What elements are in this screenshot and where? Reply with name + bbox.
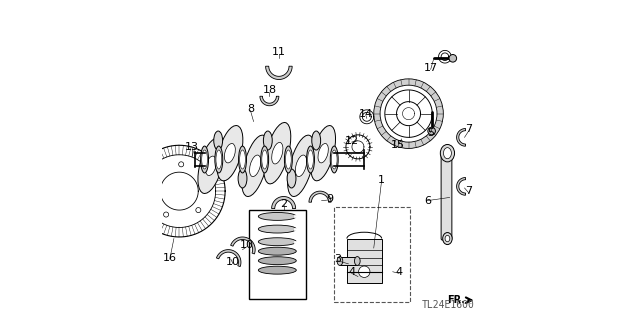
Text: 8: 8 <box>247 104 254 114</box>
Ellipse shape <box>262 150 268 169</box>
Text: 14: 14 <box>359 109 373 119</box>
Ellipse shape <box>337 256 343 265</box>
Ellipse shape <box>296 155 307 177</box>
Ellipse shape <box>216 150 221 169</box>
Text: 10: 10 <box>226 257 240 267</box>
Ellipse shape <box>205 156 216 175</box>
Text: 10: 10 <box>240 240 254 250</box>
Bar <box>340 256 357 265</box>
Ellipse shape <box>355 256 360 265</box>
Circle shape <box>428 127 435 135</box>
Circle shape <box>179 162 184 167</box>
Ellipse shape <box>318 144 328 163</box>
Ellipse shape <box>332 150 337 169</box>
Ellipse shape <box>198 138 224 193</box>
Ellipse shape <box>443 233 452 245</box>
Ellipse shape <box>440 145 454 162</box>
Ellipse shape <box>259 257 296 265</box>
Text: 7: 7 <box>465 124 472 135</box>
Text: 5: 5 <box>427 128 434 137</box>
Ellipse shape <box>308 150 314 169</box>
Ellipse shape <box>259 238 296 246</box>
Polygon shape <box>260 96 279 106</box>
Ellipse shape <box>259 247 296 255</box>
FancyBboxPatch shape <box>441 152 452 240</box>
Ellipse shape <box>264 131 272 150</box>
Ellipse shape <box>287 169 296 188</box>
Text: 11: 11 <box>272 47 286 57</box>
Text: 7: 7 <box>465 186 472 196</box>
Text: 18: 18 <box>262 85 276 95</box>
Text: 1: 1 <box>378 175 385 185</box>
Polygon shape <box>216 250 241 267</box>
Bar <box>334 207 410 302</box>
Ellipse shape <box>284 146 292 173</box>
Circle shape <box>164 212 168 217</box>
Ellipse shape <box>217 126 243 181</box>
Polygon shape <box>271 197 296 209</box>
Bar <box>249 210 306 299</box>
Polygon shape <box>456 178 465 195</box>
Ellipse shape <box>242 135 269 197</box>
Ellipse shape <box>259 212 296 220</box>
Polygon shape <box>266 66 292 79</box>
Ellipse shape <box>259 266 296 274</box>
Ellipse shape <box>215 146 223 173</box>
Text: 17: 17 <box>424 63 438 73</box>
Circle shape <box>196 208 201 213</box>
Circle shape <box>152 177 157 182</box>
Ellipse shape <box>330 146 338 173</box>
Ellipse shape <box>202 150 207 169</box>
Ellipse shape <box>225 144 236 163</box>
Text: 12: 12 <box>344 136 358 145</box>
Text: 6: 6 <box>424 196 431 206</box>
Ellipse shape <box>250 155 260 177</box>
Circle shape <box>358 266 370 278</box>
Polygon shape <box>309 191 331 202</box>
Ellipse shape <box>200 146 209 173</box>
Text: TL24E1600: TL24E1600 <box>422 300 475 310</box>
Ellipse shape <box>287 135 314 197</box>
Ellipse shape <box>264 122 291 184</box>
Polygon shape <box>456 129 465 146</box>
Text: 16: 16 <box>163 253 177 263</box>
Text: FR.: FR. <box>447 295 465 305</box>
Ellipse shape <box>259 225 296 233</box>
Text: 4: 4 <box>348 267 355 277</box>
Circle shape <box>449 55 456 62</box>
Polygon shape <box>230 237 255 254</box>
Ellipse shape <box>239 150 245 169</box>
Ellipse shape <box>260 146 269 173</box>
Ellipse shape <box>444 148 451 159</box>
Bar <box>347 239 381 283</box>
Ellipse shape <box>311 126 335 181</box>
Text: 15: 15 <box>390 140 404 150</box>
Ellipse shape <box>307 146 314 173</box>
Ellipse shape <box>238 169 247 188</box>
Text: 9: 9 <box>326 194 333 204</box>
Ellipse shape <box>214 131 223 150</box>
Text: 4: 4 <box>396 267 403 277</box>
Ellipse shape <box>312 131 321 150</box>
Text: 2: 2 <box>280 199 287 209</box>
Circle shape <box>202 181 207 186</box>
Ellipse shape <box>285 150 291 169</box>
Text: 3: 3 <box>334 254 341 264</box>
Wedge shape <box>374 79 444 148</box>
Ellipse shape <box>445 235 450 242</box>
Text: 13: 13 <box>185 142 199 152</box>
Ellipse shape <box>272 142 283 164</box>
Ellipse shape <box>239 146 246 173</box>
